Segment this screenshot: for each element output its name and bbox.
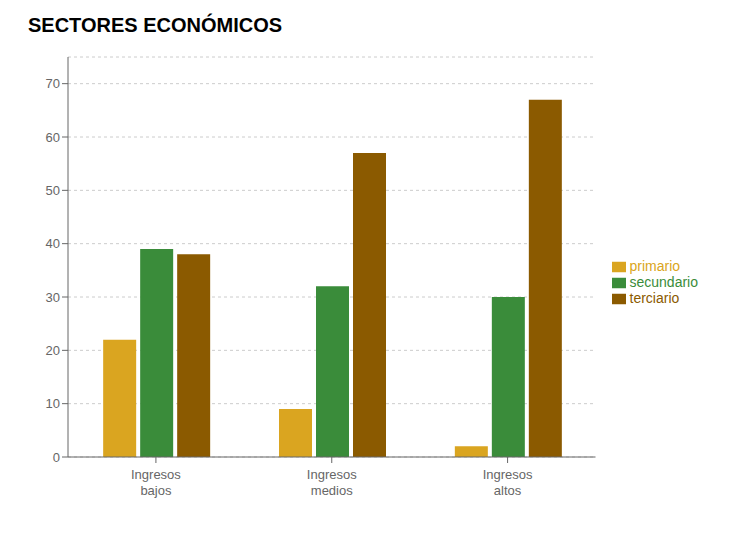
svg-text:40: 40: [46, 236, 60, 251]
html-text:SECTORES ECONÓMICOS: SECTORES ECONÓMICOS: [28, 14, 283, 36]
html-text:terciario: terciario: [629, 290, 680, 307]
svg-text:50: 50: [46, 183, 60, 198]
svg-text:0: 0: [53, 450, 60, 465]
svg-text:Ingresosbajos: Ingresosbajos: [131, 467, 181, 498]
svg-text:10: 10: [46, 396, 60, 411]
svg-text:Ingresosaltos: Ingresosaltos: [483, 467, 533, 498]
svg-text:Ingresosmedios: Ingresosmedios: [307, 467, 357, 498]
html-text:primario: primario: [629, 257, 681, 274]
html-text:secundario: secundario: [629, 273, 698, 290]
svg-text:70: 70: [46, 76, 60, 91]
svg-text:30: 30: [46, 290, 60, 305]
svg-text:20: 20: [46, 343, 60, 358]
svg-text:60: 60: [46, 130, 60, 145]
